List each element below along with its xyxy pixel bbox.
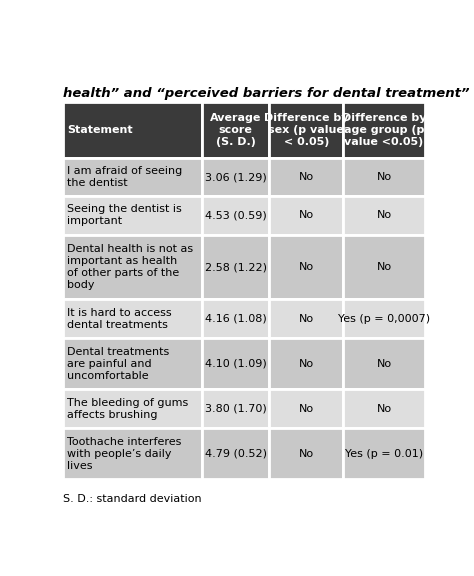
- Bar: [269, 300, 343, 338]
- Text: Average
score
(S. D.): Average score (S. D.): [210, 113, 261, 147]
- Bar: [63, 338, 202, 389]
- Bar: [269, 234, 343, 300]
- Text: Yes (p = 0,0007): Yes (p = 0,0007): [338, 314, 430, 324]
- Bar: [343, 196, 425, 234]
- Text: No: No: [376, 262, 392, 272]
- Text: I am afraid of seeing
the dentist: I am afraid of seeing the dentist: [67, 166, 182, 188]
- Text: No: No: [299, 404, 314, 414]
- Bar: [63, 234, 202, 300]
- Text: Yes (p = 0.01): Yes (p = 0.01): [345, 449, 423, 458]
- Text: It is hard to access
dental treatments: It is hard to access dental treatments: [67, 308, 172, 329]
- Text: S. D.: standard deviation: S. D.: standard deviation: [63, 494, 201, 505]
- Bar: [202, 338, 269, 389]
- Bar: [343, 300, 425, 338]
- Bar: [343, 234, 425, 300]
- Bar: [63, 389, 202, 428]
- Bar: [202, 158, 269, 196]
- Bar: [269, 389, 343, 428]
- Text: Difference by
age group (p
value <0.05): Difference by age group (p value <0.05): [342, 113, 426, 147]
- Text: No: No: [376, 359, 392, 369]
- Bar: [269, 103, 343, 158]
- Bar: [63, 300, 202, 338]
- Bar: [343, 158, 425, 196]
- Bar: [202, 103, 269, 158]
- Bar: [343, 338, 425, 389]
- Bar: [202, 389, 269, 428]
- Bar: [269, 196, 343, 234]
- Text: 4.79 (0.52): 4.79 (0.52): [205, 449, 267, 458]
- Bar: [63, 196, 202, 234]
- Text: No: No: [299, 359, 314, 369]
- Bar: [269, 428, 343, 479]
- Bar: [63, 428, 202, 479]
- Text: 3.06 (1.29): 3.06 (1.29): [205, 172, 266, 182]
- Bar: [63, 103, 202, 158]
- Text: Difference by
sex (p value
< 0.05): Difference by sex (p value < 0.05): [264, 113, 348, 147]
- Text: 4.53 (0.59): 4.53 (0.59): [205, 210, 266, 221]
- Bar: [202, 196, 269, 234]
- Text: 2.58 (1.22): 2.58 (1.22): [205, 262, 267, 272]
- Text: No: No: [299, 172, 314, 182]
- Text: Dental treatments
are painful and
uncomfortable: Dental treatments are painful and uncomf…: [67, 347, 170, 381]
- Bar: [202, 428, 269, 479]
- Text: No: No: [376, 172, 392, 182]
- Text: No: No: [299, 262, 314, 272]
- Text: 4.10 (1.09): 4.10 (1.09): [205, 359, 266, 369]
- Bar: [343, 389, 425, 428]
- Text: Dental health is not as
important as health
of other parts of the
body: Dental health is not as important as hea…: [67, 244, 193, 290]
- Bar: [343, 428, 425, 479]
- Bar: [269, 338, 343, 389]
- Bar: [343, 103, 425, 158]
- Text: Statement: Statement: [67, 125, 133, 135]
- Bar: [202, 234, 269, 300]
- Text: No: No: [299, 314, 314, 324]
- Text: 4.16 (1.08): 4.16 (1.08): [205, 314, 266, 324]
- Bar: [202, 300, 269, 338]
- Text: No: No: [376, 210, 392, 221]
- Text: No: No: [299, 210, 314, 221]
- Text: No: No: [376, 404, 392, 414]
- Bar: [63, 158, 202, 196]
- Text: The bleeding of gums
affects brushing: The bleeding of gums affects brushing: [67, 397, 189, 419]
- Text: Seeing the dentist is
important: Seeing the dentist is important: [67, 204, 182, 226]
- Text: No: No: [299, 449, 314, 458]
- Text: health” and “perceived barriers for dental treatment” per sex and age group: health” and “perceived barriers for dent…: [63, 87, 474, 100]
- Bar: [269, 158, 343, 196]
- Text: Toothache interferes
with people’s daily
lives: Toothache interferes with people’s daily…: [67, 437, 182, 471]
- Text: 3.80 (1.70): 3.80 (1.70): [205, 404, 266, 414]
